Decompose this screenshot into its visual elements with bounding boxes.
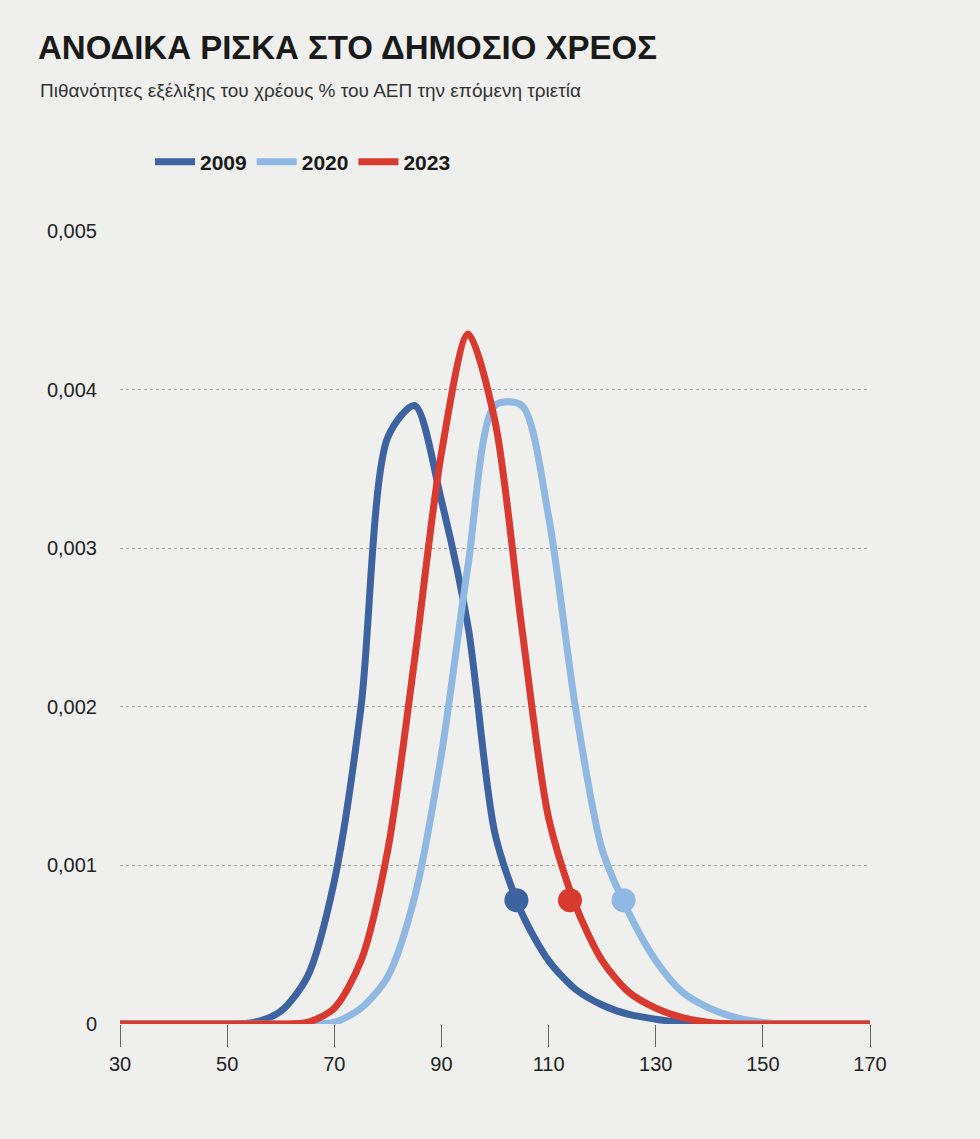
svg-text:130: 130: [639, 1053, 672, 1075]
svg-text:0,002: 0,002: [47, 696, 97, 718]
svg-text:2023: 2023: [403, 151, 450, 174]
svg-text:0,005: 0,005: [47, 220, 97, 242]
svg-text:150: 150: [746, 1053, 779, 1075]
svg-text:ΑΝΟΔΙΚΑ ΡΙΣΚΑ ΣΤΟ ΔΗΜΟΣΙΟ ΧΡΕΟ: ΑΝΟΔΙΚΑ ΡΙΣΚΑ ΣΤΟ ΔΗΜΟΣΙΟ ΧΡΕΟΣ: [38, 29, 657, 66]
svg-text:110: 110: [533, 1053, 565, 1075]
svg-text:50: 50: [216, 1053, 238, 1075]
svg-text:0,003: 0,003: [47, 537, 97, 559]
svg-text:170: 170: [853, 1053, 886, 1075]
svg-text:Πιθανότητες εξέλιξης του χρέου: Πιθανότητες εξέλιξης του χρέους % του ΑΕ…: [40, 80, 581, 101]
svg-text:0,004: 0,004: [47, 379, 97, 401]
svg-text:2009: 2009: [200, 151, 247, 174]
svg-text:0: 0: [86, 1013, 97, 1035]
svg-text:30: 30: [109, 1053, 131, 1075]
svg-text:70: 70: [323, 1053, 345, 1075]
svg-text:2020: 2020: [302, 151, 349, 174]
svg-text:90: 90: [430, 1053, 452, 1075]
svg-text:0,001: 0,001: [47, 854, 97, 876]
